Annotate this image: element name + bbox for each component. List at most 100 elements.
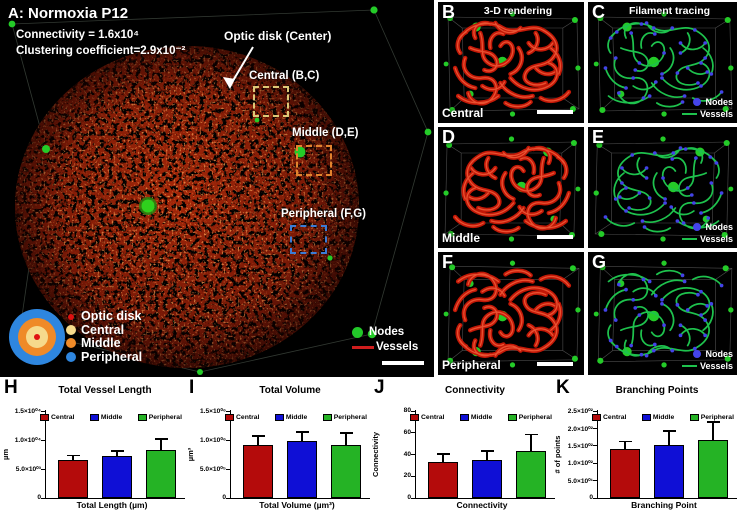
x-axis xyxy=(414,497,555,499)
peripheral-roi-box xyxy=(290,225,327,254)
error-bar-stem xyxy=(442,453,444,463)
legend-item: Peripheral xyxy=(322,414,367,421)
error-bar-cap xyxy=(339,432,353,434)
region-caption: Peripheral xyxy=(442,358,501,372)
bar-peripheral xyxy=(331,444,361,498)
tick-mark xyxy=(411,410,415,412)
error-bar-stem xyxy=(668,430,670,445)
x-axis-label: Total Length (µm) xyxy=(76,500,148,510)
nodes-label: Nodes xyxy=(705,221,733,232)
nodes-label: Nodes xyxy=(705,348,733,359)
panel-e: E Nodes Vessels xyxy=(588,127,737,248)
tick-mark xyxy=(41,497,45,499)
legend-label: Middle xyxy=(81,336,121,351)
tick-mark xyxy=(411,497,415,499)
panel-letter: E xyxy=(592,127,605,147)
legend-item: Central xyxy=(410,414,444,421)
legend-label: Peripheral xyxy=(333,414,367,421)
bar-peripheral xyxy=(146,449,176,498)
bar-middle xyxy=(472,459,502,498)
error-bar-cap xyxy=(110,450,124,452)
tick-mark xyxy=(593,445,597,447)
y-tick-label: 1.5×10⁰⁶ xyxy=(199,408,226,416)
x-axis-label: Connectivity xyxy=(456,500,508,510)
legend-label: Middle xyxy=(470,414,493,421)
region-legend: Optic disk Central Middle Peripheral xyxy=(66,310,142,364)
vessel-line-icon xyxy=(681,112,697,116)
tick-mark xyxy=(226,439,230,441)
chart-panel-letter: K xyxy=(556,377,570,398)
bar-middle xyxy=(287,440,317,498)
chart-I: I Total Volume 0 5.0×10⁰⁵ 1.0×10⁰⁶ 1.5×10⁰⁶ Ce… xyxy=(185,377,370,515)
chart-H: H Total Vessel Length 0 5.0×10⁰³ 1.0×10⁰⁴ 1.5… xyxy=(0,377,185,515)
region-caption: Central xyxy=(442,106,484,120)
rendering-column-title: 3-D rendering xyxy=(483,5,553,17)
region-caption: Middle xyxy=(442,231,480,245)
legend-row-central: Central xyxy=(66,323,142,336)
bar-central xyxy=(58,459,88,498)
optic-disk-dot-icon xyxy=(68,313,74,320)
y-tick-label: 1.0×10⁰⁶ xyxy=(199,437,226,445)
legend-label: Optic disk xyxy=(81,309,142,324)
peripheral-dot-icon xyxy=(66,351,76,362)
trace-legend: Nodes Vessels xyxy=(681,221,733,245)
y-tick-label: 1.0×10⁰⁴ xyxy=(14,437,41,445)
vessel-render-peripheral xyxy=(443,260,581,368)
nodes-label: Nodes xyxy=(369,325,405,338)
tick-mark xyxy=(411,475,415,477)
y-tick-label: 1.5×10⁰² xyxy=(567,443,593,450)
chart-legend: Central Middle Peripheral xyxy=(410,414,552,421)
legend-label: Central xyxy=(421,414,445,421)
legend-item: Middle xyxy=(274,414,307,421)
legend-label: Peripheral xyxy=(518,414,552,421)
chart-title: Total Vessel Length xyxy=(58,385,152,396)
trace-legend: Nodes Vessels xyxy=(681,96,733,120)
scale-bar xyxy=(537,362,573,366)
chart-J: J Connectivity 0 20 40 60 80 Central Middle Perip… xyxy=(370,377,555,515)
y-axis xyxy=(229,410,232,499)
error-bar-cap xyxy=(662,430,676,432)
legend-label: Central xyxy=(51,414,75,421)
y-tick-label: 1.5×10⁰⁴ xyxy=(14,408,41,416)
panel-b: B 3-D rendering Central xyxy=(438,2,584,123)
y-tick-label: 2.5×10⁰² xyxy=(567,408,593,416)
panel-a: A: Normoxia P12 Connectivity = 1.6x10⁴ C… xyxy=(0,0,434,377)
node-dot-icon xyxy=(352,327,363,338)
y-tick-label: 5.0×10⁰¹ xyxy=(567,477,593,485)
legend-label: Middle xyxy=(652,414,675,421)
tick-mark xyxy=(593,480,597,482)
vessel-line-icon xyxy=(352,346,374,349)
legend-item: Middle xyxy=(89,414,122,421)
panel-a-title: A: Normoxia P12 xyxy=(8,5,129,22)
tick-mark xyxy=(41,410,45,412)
vessels-label: Vessels xyxy=(699,360,733,371)
central-roi-annotation: Central (B,C) xyxy=(249,70,320,82)
connectivity-stat: Connectivity = 1.6x10⁴ xyxy=(16,29,139,41)
x-axis-label: Total Volume (µm³) xyxy=(259,500,335,510)
tick-mark xyxy=(226,497,230,499)
legend-label: Peripheral xyxy=(148,414,182,421)
clustering-stat: Clustering coefficient=2.9x10⁻² xyxy=(16,45,186,57)
bar-middle xyxy=(654,444,684,498)
y-tick-label: 5.0×10⁰⁵ xyxy=(199,466,226,474)
x-axis xyxy=(44,497,185,499)
chart-K: K Branching Points 0 5.0×10⁰¹ 1.0×10⁰² 1.5×10… xyxy=(552,377,737,515)
bar-central xyxy=(610,449,640,498)
error-bar-stem xyxy=(160,438,162,450)
error-bar-stem xyxy=(624,440,626,450)
legend-label: Peripheral xyxy=(81,349,143,364)
error-bar-cap xyxy=(251,435,265,437)
vessels-label: Vessels xyxy=(376,340,419,353)
bar-central xyxy=(428,462,458,498)
legend-label: Central xyxy=(603,414,627,421)
error-bar-stem xyxy=(530,433,532,452)
panel-letter: G xyxy=(592,252,607,272)
charts-row: H Total Vessel Length 0 5.0×10⁰³ 1.0×10⁰⁴ 1.5… xyxy=(0,377,737,515)
tick-mark xyxy=(411,432,415,434)
chart-legend: Central Middle Peripheral xyxy=(225,414,367,421)
legend-swatch xyxy=(40,414,49,421)
error-bar-stem xyxy=(257,435,259,445)
region-rings-diagram xyxy=(9,309,65,365)
y-tick-label: 5.0×10⁰³ xyxy=(15,466,41,474)
